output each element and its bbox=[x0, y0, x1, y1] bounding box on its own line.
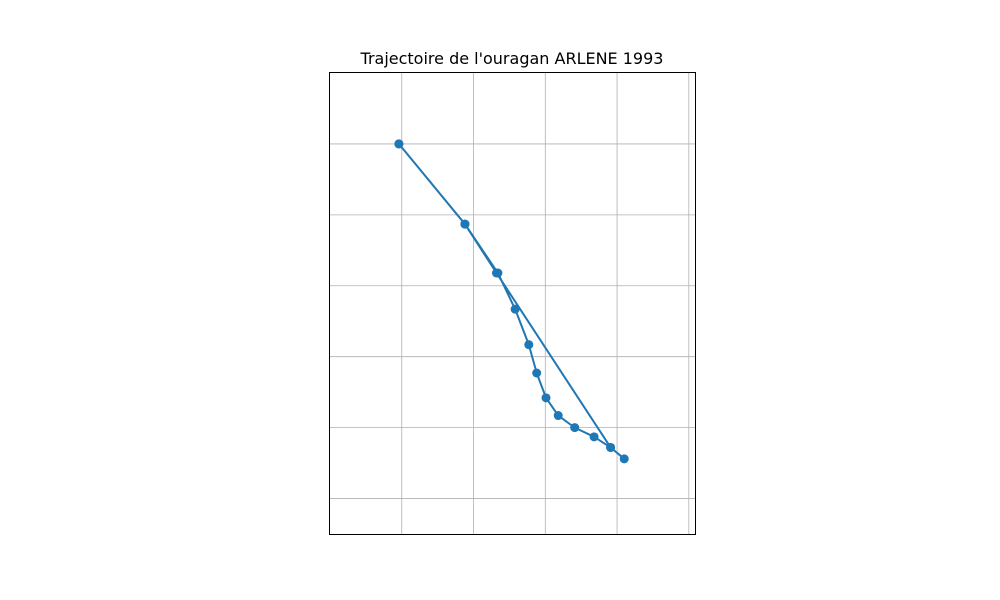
trajectory-point bbox=[460, 219, 470, 229]
chart-title: Trajectoire de l'ouragan ARLENE 1993 bbox=[360, 49, 664, 68]
grid bbox=[330, 73, 696, 534]
trajectory-point bbox=[541, 393, 551, 403]
trajectory-point bbox=[619, 454, 629, 464]
trajectory-point bbox=[394, 139, 404, 149]
trajectory-point bbox=[553, 411, 563, 421]
trajectory-point bbox=[491, 268, 501, 278]
trajectory-line bbox=[398, 143, 626, 460]
trajectory-point bbox=[589, 432, 599, 442]
trajectory-point bbox=[606, 442, 616, 452]
series-layer bbox=[394, 139, 629, 464]
trajectory-point bbox=[532, 368, 542, 378]
trajectory-point bbox=[570, 423, 580, 433]
plot-area-frame bbox=[329, 72, 696, 535]
trajectory-point bbox=[524, 340, 534, 350]
trajectory-point bbox=[510, 304, 520, 314]
